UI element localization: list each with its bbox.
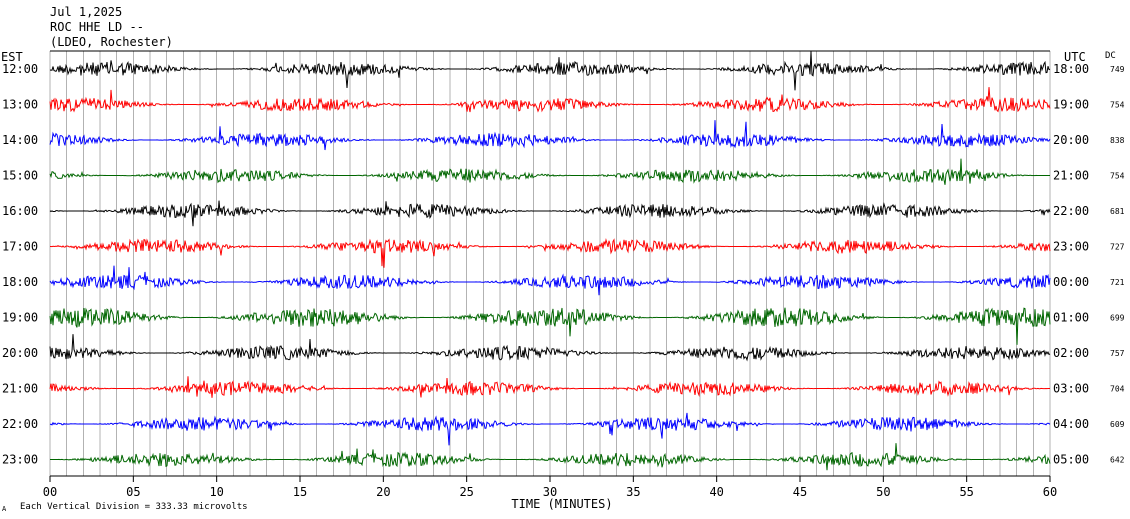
utc-hour-label: 23:00 bbox=[1053, 240, 1089, 254]
dc-value-label: 749 bbox=[1110, 65, 1125, 74]
est-hour-label: 12:00 bbox=[2, 62, 38, 76]
dc-column-label: DC bbox=[1105, 51, 1116, 61]
est-hour-label: 23:00 bbox=[2, 453, 38, 467]
dc-value-label: 757 bbox=[1110, 349, 1125, 358]
trace-line bbox=[49, 265, 1051, 296]
date-title: Jul 1,2025 bbox=[50, 5, 122, 19]
x-tick-label: 20 bbox=[376, 485, 390, 499]
est-hour-label: 21:00 bbox=[2, 382, 38, 396]
trace-line bbox=[49, 87, 1051, 113]
utc-hour-label: 20:00 bbox=[1053, 133, 1089, 147]
x-tick-label: 35 bbox=[626, 485, 640, 499]
x-axis-title: TIME (MINUTES) bbox=[511, 497, 612, 511]
dc-value-label: 754 bbox=[1110, 101, 1125, 110]
utc-hour-label: 21:00 bbox=[1053, 169, 1089, 183]
trace-line bbox=[50, 238, 1051, 268]
est-hour-label: 18:00 bbox=[2, 275, 38, 289]
x-tick-label: 30 bbox=[543, 485, 557, 499]
trace-line bbox=[50, 443, 1051, 471]
utc-hour-labels: 18:00 19:00 20:00 21:00 22:00 23:00 00:00 01:00… bbox=[1053, 62, 1089, 467]
trace-line bbox=[49, 51, 1051, 91]
x-tick-label: 25 bbox=[459, 485, 473, 499]
est-hour-label: 22:00 bbox=[2, 417, 38, 431]
utc-hour-label: 01:00 bbox=[1053, 311, 1089, 325]
footer-mark: A bbox=[2, 505, 7, 513]
est-hour-label: 19:00 bbox=[2, 311, 38, 325]
trace-line bbox=[49, 412, 1051, 446]
est-hour-label: 17:00 bbox=[2, 240, 38, 254]
utc-hour-label: 03:00 bbox=[1053, 382, 1089, 396]
dc-value-label: 721 bbox=[1110, 278, 1125, 287]
x-tick-label: 05 bbox=[126, 485, 140, 499]
utc-hour-label: 18:00 bbox=[1053, 62, 1089, 76]
trace-line bbox=[49, 120, 1051, 151]
trace-line bbox=[49, 200, 1051, 227]
x-tick-label: 40 bbox=[709, 485, 723, 499]
x-tick-label: 50 bbox=[876, 485, 890, 499]
dc-value-label: 727 bbox=[1110, 243, 1125, 252]
x-tick-label: 00 bbox=[43, 485, 57, 499]
minute-gridlines bbox=[49, 51, 1051, 476]
dc-value-labels: 749 754 838 754 681 727 721 699 757 704 609 642 bbox=[1110, 65, 1125, 465]
est-hour-label: 15:00 bbox=[2, 169, 38, 183]
dc-value-label: 681 bbox=[1110, 207, 1125, 216]
network-title: (LDEO, Rochester) bbox=[50, 35, 173, 49]
est-hour-label: 20:00 bbox=[2, 346, 38, 360]
utc-axis-label: UTC bbox=[1064, 50, 1086, 64]
dc-value-label: 838 bbox=[1110, 136, 1125, 145]
utc-hour-label: 05:00 bbox=[1053, 453, 1089, 467]
utc-hour-label: 04:00 bbox=[1053, 417, 1089, 431]
utc-hour-label: 19:00 bbox=[1053, 98, 1089, 112]
trace-line bbox=[49, 376, 1050, 398]
est-hour-label: 13:00 bbox=[2, 98, 38, 112]
est-axis-label: EST bbox=[1, 50, 23, 64]
trace-line bbox=[49, 334, 1051, 362]
utc-hour-label: 22:00 bbox=[1053, 204, 1089, 218]
x-tick-label: 55 bbox=[959, 485, 973, 499]
x-tick-label: 15 bbox=[293, 485, 307, 499]
x-tick-label: 10 bbox=[209, 485, 223, 499]
dc-value-label: 754 bbox=[1110, 172, 1125, 181]
utc-hour-label: 02:00 bbox=[1053, 346, 1089, 360]
utc-hour-label: 00:00 bbox=[1053, 275, 1089, 289]
x-tick-label: 60 bbox=[1043, 485, 1057, 499]
dc-value-label: 642 bbox=[1110, 456, 1125, 465]
x-tick-label: 45 bbox=[793, 485, 807, 499]
dc-value-label: 699 bbox=[1110, 314, 1125, 323]
x-axis-ticks: 00 05 10 15 20 25 30 35 40 45 50 55 60 bbox=[43, 476, 1057, 499]
station-title: ROC HHE LD -- bbox=[50, 20, 144, 34]
seismic-traces bbox=[49, 51, 1051, 471]
vertical-division-note: Each Vertical Division = 333.33 microvol… bbox=[20, 502, 248, 512]
est-hour-labels: 12:00 13:00 14:00 15:00 16:00 17:00 18:00 19:00… bbox=[2, 62, 38, 467]
trace-line bbox=[49, 307, 1051, 345]
est-hour-label: 16:00 bbox=[2, 204, 38, 218]
trace-line bbox=[49, 158, 1050, 185]
dc-value-label: 609 bbox=[1110, 420, 1125, 429]
est-hour-label: 14:00 bbox=[2, 133, 38, 147]
dc-value-label: 704 bbox=[1110, 385, 1125, 394]
